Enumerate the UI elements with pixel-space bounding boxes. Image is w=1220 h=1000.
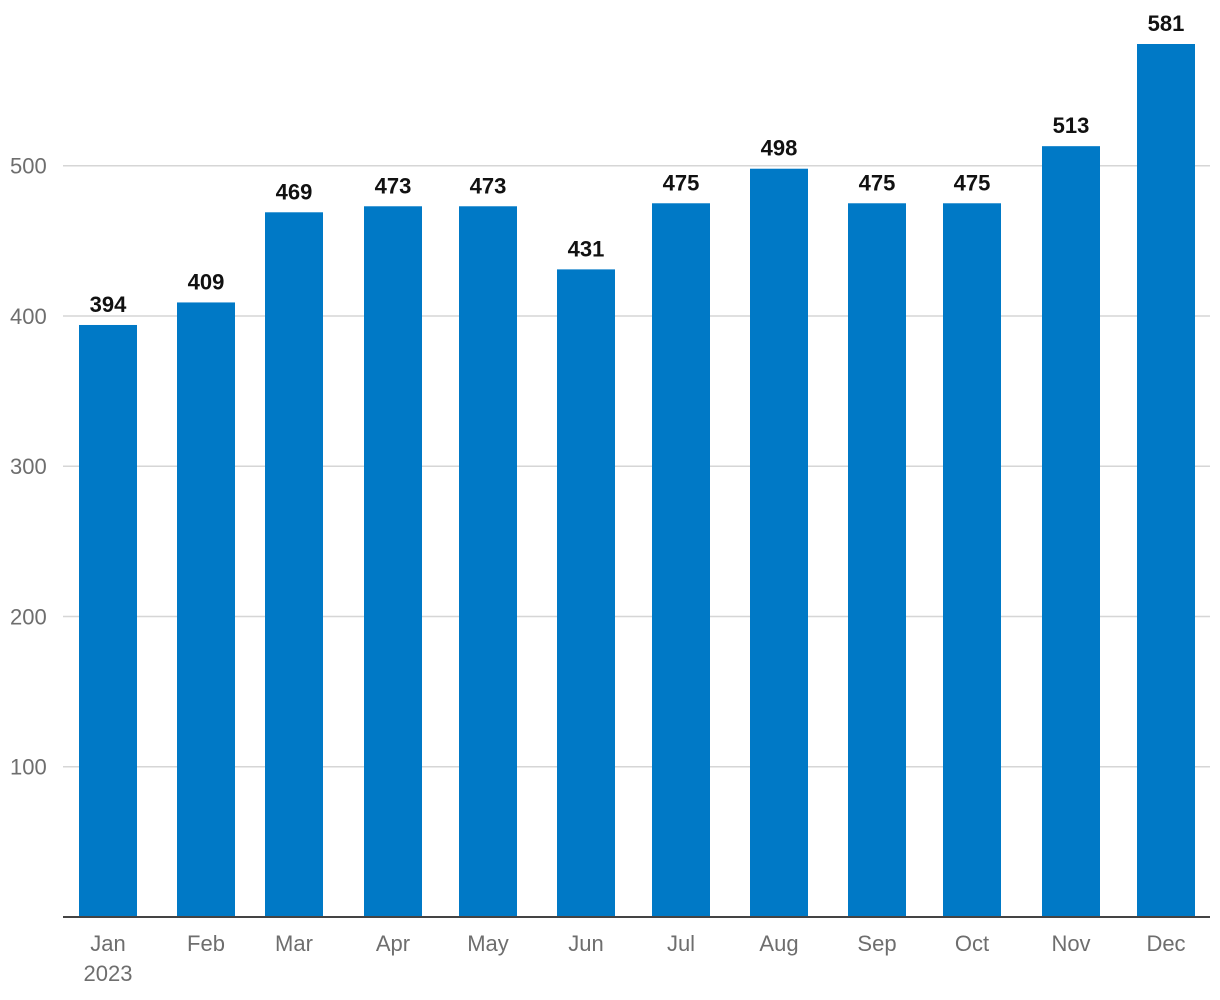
- x-tick-label-jul: Jul: [667, 931, 695, 956]
- x-tick-label-apr: Apr: [376, 931, 410, 956]
- bar-may: [459, 206, 517, 918]
- bar-dec: [1137, 44, 1195, 917]
- x-tick-label-oct: Oct: [955, 931, 989, 956]
- bar-aug: [750, 168, 808, 917]
- data-label-feb: 409: [188, 269, 225, 294]
- x-tick-label-may: May: [467, 931, 509, 956]
- data-label-may: 473: [470, 173, 507, 198]
- y-tick-label-400: 400: [10, 304, 47, 329]
- x-axis-ticks: Jan Feb Mar Apr May Jun Jul Aug Sep Oct Nov Dec: [90, 931, 1185, 956]
- bar-mar: [265, 212, 323, 917]
- x-tick-label-aug: Aug: [759, 931, 798, 956]
- bar-jun: [557, 269, 615, 917]
- x-axis-year-label: 2023: [84, 961, 133, 986]
- x-tick-label-dec: Dec: [1146, 931, 1185, 956]
- bar-sep: [848, 203, 906, 917]
- x-tick-label-nov: Nov: [1051, 931, 1090, 956]
- bar-oct: [943, 203, 1001, 917]
- data-label-nov: 513: [1053, 113, 1090, 138]
- y-tick-label-300: 300: [10, 454, 47, 479]
- bar-feb: [177, 302, 235, 917]
- bar-jul: [652, 203, 710, 917]
- data-label-mar: 469: [276, 179, 313, 204]
- data-label-dec: 581: [1148, 11, 1185, 36]
- data-label-apr: 473: [375, 173, 412, 198]
- y-tick-label-500: 500: [10, 154, 47, 179]
- data-label-jun: 431: [568, 236, 605, 261]
- x-tick-label-mar: Mar: [275, 931, 313, 956]
- data-label-sep: 475: [859, 170, 896, 195]
- data-label-jul: 475: [663, 170, 700, 195]
- y-tick-label-200: 200: [10, 604, 47, 629]
- x-tick-label-sep: Sep: [857, 931, 896, 956]
- data-label-jan: 394: [90, 292, 127, 317]
- bar-jan: [79, 324, 137, 917]
- data-label-aug: 498: [761, 136, 798, 161]
- bar-nov: [1042, 146, 1100, 918]
- bar-apr: [364, 206, 422, 918]
- x-tick-label-jun: Jun: [568, 931, 603, 956]
- data-label-oct: 475: [954, 170, 991, 195]
- gridlines: 100 200 300 400 500: [10, 154, 1210, 780]
- data-labels: 394 409 469 473 473 431 475 498 475 475 513 581: [90, 11, 1185, 317]
- bars: [79, 44, 1195, 918]
- y-tick-label-100: 100: [10, 755, 47, 780]
- x-tick-label-jan: Jan: [90, 931, 125, 956]
- x-tick-label-feb: Feb: [187, 931, 225, 956]
